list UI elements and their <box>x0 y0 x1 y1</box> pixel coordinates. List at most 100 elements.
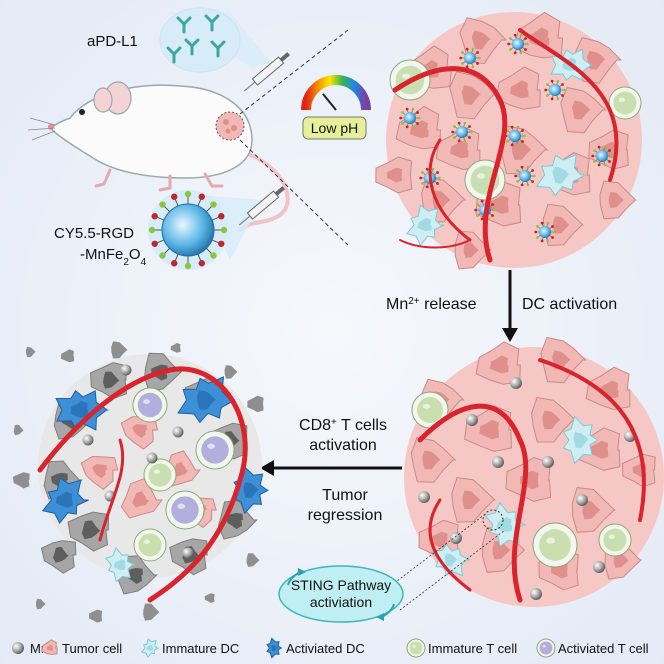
tumor-cell <box>41 639 58 655</box>
mn-ion-icon <box>12 642 24 654</box>
mn-release-label: Mn2+ release <box>386 296 477 314</box>
tumor-cell <box>80 455 119 490</box>
nanoparticle <box>504 125 526 147</box>
activated-t-cell-icon <box>536 638 556 658</box>
cell-debris <box>13 472 30 489</box>
ligand-icon <box>171 193 178 200</box>
mn-ion <box>146 452 158 464</box>
immature-t-cell <box>143 458 177 492</box>
mn-ion <box>492 456 504 468</box>
immature-dc <box>535 153 586 197</box>
activated-t-cell <box>165 490 205 530</box>
mn-ion <box>82 434 94 446</box>
mn-ion <box>182 547 194 559</box>
tumor-cell <box>542 203 585 246</box>
cell-debris <box>36 598 46 610</box>
ligand-icon <box>159 201 166 208</box>
blood-vessel <box>518 28 619 182</box>
immature-dc <box>431 543 470 577</box>
ligand-icon <box>148 226 156 234</box>
tumor-cell <box>475 341 521 385</box>
legend-label: Immature T cell <box>428 641 517 656</box>
activated-dc <box>55 389 109 431</box>
immature-dc <box>105 546 136 583</box>
legend-label: Tumor cell <box>62 641 122 656</box>
blood-vessel <box>417 403 529 603</box>
ligand-icon <box>151 213 158 220</box>
cell-debris <box>247 395 264 413</box>
activated-dc <box>41 477 89 525</box>
blood-vessel <box>428 498 472 592</box>
dead-tumor-cell <box>89 362 128 399</box>
tumor-cell <box>451 476 497 523</box>
sting-label-line2: activiation <box>310 594 372 610</box>
syringe-bottom <box>238 186 285 226</box>
activated-dc-icon <box>266 637 283 659</box>
ligand-icon <box>218 213 225 220</box>
mouse-tail <box>233 148 290 232</box>
cell-debris <box>13 424 24 436</box>
apdl1-label: aPD-L1 <box>87 33 138 50</box>
immature-t-cell <box>411 391 449 429</box>
nanoparticle <box>459 47 481 69</box>
tumor-after-mn-release <box>404 336 664 607</box>
arrow-down <box>502 270 518 342</box>
ligand-icon <box>171 260 178 267</box>
blood-vessel <box>399 239 471 249</box>
mouse-eye <box>79 109 85 115</box>
cell-debris <box>25 346 36 358</box>
cell-debris <box>89 609 103 623</box>
antibody-bubble <box>159 7 241 73</box>
blood-vessel <box>37 366 248 603</box>
cd8-label-line2: activation <box>309 437 377 454</box>
mn-ion <box>576 494 588 506</box>
antibody-icons <box>166 14 226 64</box>
zoom-lines <box>239 29 349 246</box>
apdl1-callout: aPD-L1 <box>87 7 270 73</box>
tumor-label-line1: Tumor <box>322 487 368 504</box>
mn-ion <box>593 561 605 573</box>
cell-debris <box>246 553 260 567</box>
ligand-icon <box>220 226 228 234</box>
tumor-cell <box>531 396 577 443</box>
activated-t-cell <box>536 638 556 658</box>
legend-item: Tumor cell <box>41 639 122 656</box>
mn-ion <box>172 426 184 438</box>
ligand-icon <box>184 262 192 270</box>
blood-vessel <box>428 138 472 242</box>
mouse-nose <box>48 124 54 130</box>
cd8-label-line1: CD8+ T cells <box>299 417 387 435</box>
tumor-before-treatment <box>375 11 642 270</box>
mouse-whiskers <box>27 117 56 141</box>
ligand-icon <box>210 201 217 208</box>
ligand-icon <box>151 240 158 247</box>
cell-debris <box>143 603 160 621</box>
immature-dc-icon <box>140 638 159 659</box>
arrow-left <box>260 460 402 476</box>
immature-t-cell <box>598 523 632 557</box>
mn-ion <box>418 491 430 503</box>
cell-debris <box>111 341 128 359</box>
tumor-cell <box>395 105 442 150</box>
dead-tumor-cell <box>67 511 109 552</box>
mn-ion <box>12 642 24 654</box>
activated-dc <box>266 637 283 659</box>
nanoparticle <box>399 107 421 129</box>
sting-bubble <box>278 565 404 623</box>
nanoparticle-icon <box>161 203 215 257</box>
activated-t-cell <box>132 387 168 423</box>
low-ph-label: Low pH <box>311 120 358 136</box>
mn-ion <box>510 377 522 389</box>
sting-label-line1: STING Pathway <box>291 577 391 593</box>
activated-t-cell <box>195 430 235 470</box>
mn-ion <box>120 364 132 376</box>
mn-ion <box>450 532 462 544</box>
nanoparticle <box>544 79 566 101</box>
immature-dc <box>562 415 599 465</box>
ligand-icon <box>159 252 166 259</box>
tumor-cell <box>495 66 541 110</box>
nanoparticle <box>591 145 613 167</box>
legend-item: Activiated T cell <box>536 638 649 658</box>
tumor-cell-icon <box>41 639 58 655</box>
ligand-icon <box>198 260 205 267</box>
